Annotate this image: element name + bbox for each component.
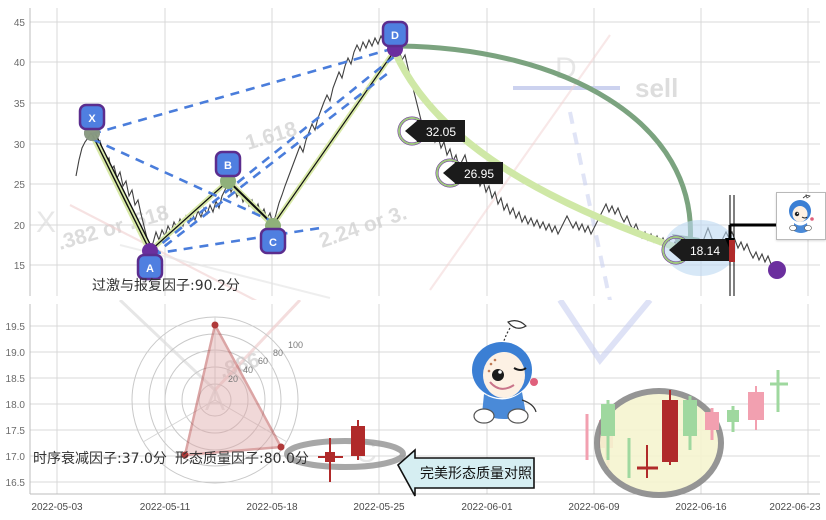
x-tick: 2022-05-18: [246, 502, 298, 513]
lower-y-tick-labels: 19.5 19.0 18.5 18.0 17.5 17.0 16.5: [6, 322, 26, 489]
y-tick: 20: [14, 221, 26, 232]
watermark-diagonal-1: [69, 204, 258, 300]
y-tick: 15: [14, 261, 26, 272]
watermark-chevron-down: [557, 300, 653, 366]
radar-point: [181, 451, 189, 459]
mascot-leader-line: [725, 195, 777, 296]
radar-point: [277, 443, 285, 451]
y-tick: 18.5: [6, 374, 26, 385]
node-chip-d[interactable]: D: [381, 20, 409, 48]
watermark-diag-l1: [118, 300, 217, 392]
y-tick: 17.5: [6, 426, 26, 437]
node-chip-b[interactable]: B: [214, 150, 242, 178]
radar-data-polygon: [183, 321, 284, 457]
comparison-banner[interactable]: 完美形态质量对照: [396, 448, 535, 497]
y-tick: 45: [14, 18, 26, 29]
mascot-icon: [789, 194, 814, 233]
radar-chart: 20 40 60 80 100: [131, 316, 303, 484]
y-tick: 18.0: [6, 400, 26, 411]
lower-note-left: 时序衰减因子:37.0分: [33, 450, 167, 467]
x-tick: 2022-06-01: [461, 502, 513, 513]
node-chip-a[interactable]: A: [136, 253, 164, 281]
lower-note-right: 形态质量因子:80.0分: [175, 451, 309, 467]
candle-group-right: [585, 370, 788, 498]
highlight-ellipse-left: [284, 438, 406, 470]
x-tick: 2022-05-25: [353, 502, 405, 513]
watermark-sell: sell: [635, 73, 678, 103]
x-tick: 2022-05-11: [140, 502, 191, 513]
comparison-banner-label: 完美形态质量对照: [420, 466, 532, 482]
comparison-banner-shape: [396, 448, 535, 497]
x-tick: 2022-06-16: [675, 502, 727, 513]
projection-path: [391, 48, 694, 256]
callout-18[interactable]: 18.14: [661, 235, 729, 265]
upper-price-panel: 45 40 35 30 25 20 15 X 1.618 .382 or .61…: [14, 8, 820, 300]
node-chip-c[interactable]: C: [259, 227, 287, 255]
pattern-legs: [89, 48, 398, 253]
radar-point: [211, 321, 219, 329]
watermark-letter-x: X: [36, 206, 56, 239]
watermark-diag-l2: [213, 300, 302, 392]
x-tick: 2022-06-23: [769, 502, 821, 513]
y-tick: 16.5: [6, 478, 26, 489]
mascot-thumbnail-box[interactable]: [776, 192, 826, 240]
callout-32-value: 32.05: [426, 125, 456, 139]
arc-arrow-path: [397, 43, 693, 248]
candle-group-left: [284, 420, 406, 482]
x-axis-tick-labels: 2022-05-03 2022-05-11 2022-05-18 2022-05…: [31, 502, 821, 513]
fib-dashed-lines: [91, 46, 396, 258]
lower-watermark-layer: .886 C A: [118, 300, 653, 469]
y-tick: 25: [14, 180, 26, 191]
y-tick: 19.0: [6, 348, 26, 359]
radar-ring-40: 40: [243, 365, 253, 375]
lower-vertical-gridlines: [56, 304, 809, 494]
y-tick: 40: [14, 58, 26, 69]
callout-18-value: 18.14: [690, 244, 720, 258]
upper-y-tick-labels: 45 40 35 30 25 20 15: [14, 18, 26, 272]
callout-26-value: 26.95: [464, 167, 494, 181]
lower-indicator-panel: 19.5 19.0 18.5 18.0 17.5 17.0 16.5 .886 …: [6, 300, 821, 513]
watermark-dashed-down: [568, 111, 612, 300]
radar-ring-60: 60: [258, 356, 268, 366]
highlight-ellipse-right: [594, 388, 724, 498]
callout-26[interactable]: 26.95: [435, 158, 503, 188]
mascot-figure-large: [472, 320, 538, 424]
radar-ring-80: 80: [273, 348, 283, 358]
y-tick: 30: [14, 140, 26, 151]
radar-ring-100: 100: [288, 340, 303, 350]
node-chip-a-label: A: [146, 263, 154, 275]
x-tick: 2022-05-03: [31, 502, 83, 513]
y-tick: 35: [14, 99, 26, 110]
radar-ring-20: 20: [228, 374, 238, 384]
watermark-diagonal-2: [429, 34, 611, 291]
y-tick: 17.0: [6, 452, 26, 463]
node-chip-c-label: C: [269, 237, 277, 249]
node-chip-x[interactable]: X: [78, 103, 106, 131]
y-tick: 19.5: [6, 322, 26, 333]
x-tick: 2022-06-09: [568, 502, 620, 513]
upper-note-label: 过激与报复因子:90.2分: [92, 277, 240, 294]
node-chip-x-label: X: [88, 113, 96, 125]
pattern-node-labels: X A B C D: [78, 20, 409, 281]
node-chip-b-label: B: [224, 160, 232, 172]
node-chip-d-label: D: [391, 30, 399, 42]
callout-32[interactable]: 32.05: [397, 116, 465, 146]
